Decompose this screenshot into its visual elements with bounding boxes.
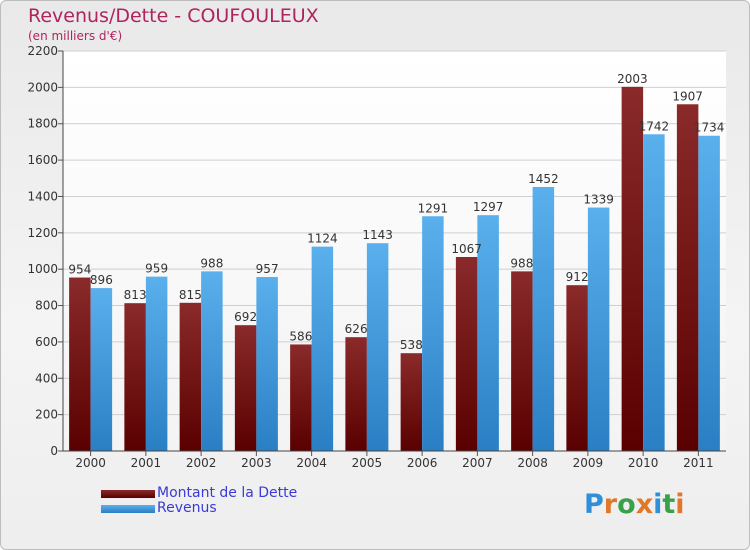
logo-letter: r [603,489,618,520]
logo-letter: x [635,489,654,520]
x-tick-label: 2009 [573,456,604,470]
x-tick-label: 2003 [241,456,272,470]
proxiti-logo: Proxiti [584,489,685,520]
bar-dette [676,104,699,451]
bar-dette [566,285,588,451]
chart-subtitle: (en milliers d'€) [28,29,123,43]
data-label: 815 [179,288,202,302]
bar-revenus [422,216,444,451]
logo-letter: P [584,489,604,520]
data-label: 954 [68,263,91,277]
data-label: 1067 [451,242,482,256]
data-label: 896 [90,273,113,287]
data-label: 813 [124,288,147,302]
bar-dette [290,344,312,451]
data-label: 1124 [307,232,338,246]
bar-dette [345,337,367,451]
bar-revenus [311,246,334,451]
y-tick-label: 2000 [27,80,58,94]
data-label: 957 [256,262,279,276]
x-tick-label: 2004 [296,456,327,470]
x-tick-label: 2000 [75,456,106,470]
data-label: 626 [345,322,368,336]
bar-revenus [698,135,720,451]
y-tick-label: 1400 [27,189,58,203]
data-label: 1297 [473,200,504,214]
bar-dette [511,271,533,451]
data-label: 912 [566,270,589,284]
bar-dette [234,325,257,451]
bar-dette [69,277,91,451]
bar-dette [455,257,478,451]
bar-revenus [587,207,610,451]
data-label: 1734 [694,121,725,135]
data-label: 959 [145,262,168,276]
logo-letter: t [662,489,676,520]
y-tick-label: 1000 [27,262,58,276]
y-tick-label: 800 [35,299,58,313]
y-tick-label: 0 [50,444,58,458]
bar-revenus [256,277,278,451]
logo-letter: i [653,489,663,520]
y-tick-label: 1200 [27,226,58,240]
x-tick-label: 2005 [352,456,383,470]
x-tick-label: 2007 [462,456,493,470]
y-tick-label: 1800 [27,117,58,131]
y-tick-label: 2200 [27,44,58,58]
x-tick-label: 2001 [131,456,162,470]
x-tick-label: 2002 [186,456,217,470]
bar-revenus [643,134,665,452]
data-label: 988 [510,256,533,270]
x-tick-label: 2010 [628,456,659,470]
data-label: 586 [289,329,312,343]
y-tick-label: 1600 [27,153,58,167]
data-label: 1143 [362,228,393,242]
y-tick-label: 200 [35,408,58,422]
data-label: 692 [234,310,257,324]
legend-label-revenus: Revenus [157,500,217,516]
y-tick-label: 600 [35,335,58,349]
bar-dette [179,302,202,451]
bar-revenus [145,276,168,451]
legend-swatch-debt [101,490,155,498]
plot-area [63,51,726,451]
data-label: 1339 [583,193,614,207]
data-label: 1742 [639,119,670,133]
bar-dette [124,303,146,451]
bar-dette [621,86,644,452]
x-tick-label: 2006 [407,456,438,470]
y-tick-label: 400 [35,371,58,385]
data-label: 988 [200,256,223,270]
x-tick-label: 2008 [517,456,548,470]
x-tick-label: 2011 [683,456,714,470]
bar-revenus [90,288,113,451]
bar-revenus [477,215,499,451]
bar-revenus [366,243,389,451]
data-label: 1291 [418,201,449,215]
logo-letter: i [675,489,685,520]
data-label: 1907 [672,89,703,103]
chart-title: Revenus/Dette - COUFOULEUX [28,5,319,27]
data-label: 538 [400,338,423,352]
logo-letter: o [617,489,636,520]
legend-label-debt: Montant de la Dette [157,485,298,501]
bar-dette [400,353,423,451]
data-label: 1452 [528,172,559,186]
legend-swatch-revenus [101,505,155,513]
bar-revenus [532,187,555,451]
data-label: 2003 [617,72,648,86]
bar-revenus [201,271,223,451]
